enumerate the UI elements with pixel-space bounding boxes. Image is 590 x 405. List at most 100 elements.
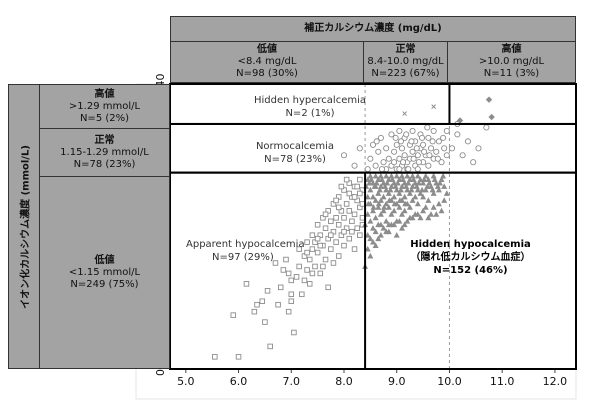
- point-triangle-filled-89: [370, 238, 376, 245]
- point-triangle-filled-133: [394, 179, 401, 186]
- zone-normo-name: Normocalcemia: [255, 141, 335, 152]
- top-col-normal-count: N=223 (67%): [371, 68, 440, 79]
- point-triangle-filled-35: [388, 183, 395, 189]
- point-triangle-filled-148: [434, 183, 441, 189]
- point-circle-open-59: [392, 134, 399, 141]
- point-triangle-filled-98: [428, 211, 434, 217]
- point-triangle-filled-78: [430, 172, 437, 179]
- point-triangle-filled-124: [371, 183, 378, 189]
- point-triangle-filled-111: [404, 218, 411, 224]
- point-square-open-32: [314, 249, 321, 256]
- left-row-high-count: N=5 (2%): [79, 112, 130, 124]
- point-square-open-74: [320, 263, 326, 270]
- point-circle-open-29: [409, 127, 416, 134]
- point-triangle-filled-15: [372, 214, 379, 221]
- point-circle-open-54: [410, 155, 417, 162]
- point-circle-open-62: [413, 145, 420, 152]
- point-triangle-filled-105: [372, 242, 379, 249]
- point-triangle-filled-138: [408, 186, 415, 193]
- point-triangle-filled-156: [391, 200, 398, 207]
- zone-normocalcemia: Normocalcemia N=78 (23%): [240, 140, 350, 166]
- point-square-open-68: [357, 176, 363, 183]
- point-triangle-filled-1: [364, 193, 371, 200]
- point-circle-open-9: [380, 159, 387, 166]
- point-square-open-92: [328, 232, 334, 238]
- point-circle-open-7: [375, 148, 382, 155]
- zone-box-low: [169, 171, 577, 370]
- point-square-open-2: [230, 312, 237, 318]
- point-square-open-14: [285, 308, 292, 315]
- point-circle-open-58: [397, 138, 404, 145]
- point-circle-open-73: [464, 138, 471, 145]
- point-triangle-filled-135: [400, 176, 407, 182]
- top-col-normal: 正常 8.4-10.0 mg/dL N=223 (67%): [363, 41, 448, 83]
- point-triangle-filled-139: [410, 176, 417, 182]
- point-triangle-filled-147: [431, 176, 438, 182]
- point-square-open-85: [333, 197, 339, 204]
- point-triangle-filled-81: [435, 186, 442, 193]
- point-triangle-filled-29: [383, 200, 390, 207]
- point-square-open-64: [351, 211, 358, 218]
- point-triangle-filled-70: [417, 190, 424, 196]
- point-triangle-filled-83: [441, 183, 448, 189]
- top-col-high: 高値 >10.0 mg/dL N=11 (3%): [447, 41, 576, 83]
- point-triangle-filled-4: [367, 172, 374, 179]
- point-x-0: [402, 111, 407, 116]
- point-triangle-filled-18: [375, 204, 382, 210]
- point-circle-open-75: [475, 145, 482, 152]
- point-triangle-filled-140: [413, 183, 420, 189]
- point-triangle-filled-95: [401, 221, 408, 228]
- top-col-low-count: N=98 (30%): [236, 68, 298, 79]
- point-circle-open-28: [409, 148, 416, 155]
- point-triangle-filled-146: [429, 186, 436, 193]
- point-square-open-25: [306, 256, 313, 263]
- point-triangle-filled-60: [406, 204, 413, 210]
- point-circle-open-22: [401, 152, 408, 159]
- point-triangle-filled-25: [380, 193, 387, 200]
- point-triangle-filled-142: [419, 186, 426, 193]
- point-square-open-90: [304, 249, 310, 256]
- point-triangle-filled-109: [393, 231, 400, 238]
- point-square-open-0: [212, 354, 218, 360]
- point-square-open-29: [312, 263, 318, 270]
- point-triangle-filled-99: [425, 214, 432, 221]
- point-triangle-filled-118: [443, 190, 450, 196]
- point-square-open-73: [330, 260, 337, 266]
- point-square-open-79: [314, 235, 321, 242]
- point-circle-open-41: [427, 145, 435, 152]
- point-triangle-filled-33: [385, 204, 392, 210]
- point-triangle-filled-61: [409, 172, 416, 179]
- point-triangle-filled-108: [388, 221, 395, 228]
- point-circle-open-66: [424, 124, 431, 131]
- point-circle-open-67: [429, 138, 436, 145]
- point-triangle-filled-104: [367, 252, 374, 259]
- top-col-normal-label: 正常: [395, 44, 416, 55]
- point-triangle-filled-65: [412, 193, 419, 200]
- left-row-high-label: 高値: [94, 88, 115, 100]
- point-circle-open-69: [440, 134, 447, 141]
- point-square-open-87: [351, 194, 358, 200]
- zone-normo-count: N=78 (23%): [264, 154, 326, 165]
- point-square-open-62: [349, 218, 355, 225]
- point-circle-open-32: [414, 152, 421, 159]
- point-triangle-filled-26: [380, 207, 387, 214]
- point-square-open-70: [357, 232, 363, 238]
- point-triangle-filled-155: [386, 197, 393, 203]
- point-triangle-filled-144: [424, 183, 431, 189]
- point-triangle-filled-129: [384, 179, 391, 186]
- point-triangle-filled-154: [381, 204, 388, 210]
- point-circle-open-60: [403, 131, 410, 138]
- point-circle-open-5: [369, 141, 377, 148]
- point-square-open-27: [309, 232, 316, 238]
- point-triangle-filled-110: [399, 225, 405, 231]
- point-square-open-16: [288, 298, 295, 304]
- zone-hidden-hypo-name: Hidden hypocalcemia: [410, 239, 531, 250]
- point-triangle-filled-128: [382, 183, 389, 189]
- point-triangle-filled-125: [373, 179, 380, 186]
- left-row-normal: 正常 1.15-1.29 mmol/L N=78 (23%): [39, 128, 170, 177]
- point-square-open-55: [341, 242, 347, 249]
- x-tick-label-7: 12.0: [543, 375, 568, 388]
- x-tick-label-6: 11.0: [490, 375, 515, 388]
- point-circle-open-39: [425, 134, 432, 141]
